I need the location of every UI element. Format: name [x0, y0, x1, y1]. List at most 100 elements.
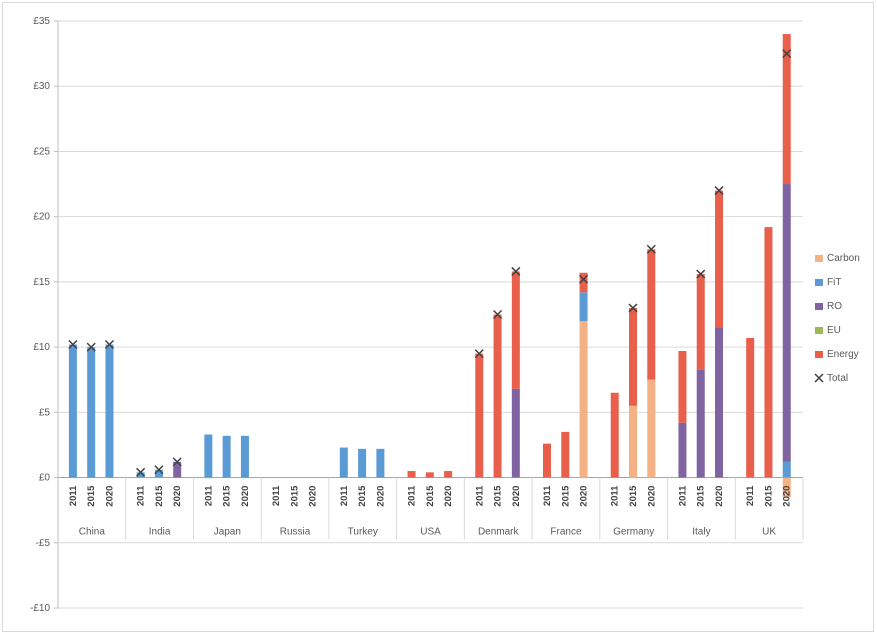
bar-segment-carbon — [629, 405, 638, 478]
bar-segment-ro — [511, 388, 520, 478]
total-marker — [493, 309, 503, 320]
y-tick-label: £0 — [39, 473, 51, 484]
total-marker — [579, 274, 589, 284]
legend-label: FiT — [827, 277, 841, 288]
bar-segment-energy — [678, 351, 687, 423]
year-tick-label: 2020 — [375, 486, 386, 507]
year-tick-label: 2011 — [339, 485, 350, 506]
year-tick-label: 2020 — [240, 486, 251, 507]
bar-segment-energy — [746, 337, 755, 478]
year-tick-label: 2020 — [646, 486, 657, 507]
bar-segment-energy — [425, 472, 434, 478]
year-tick-label: 2011 — [68, 485, 79, 506]
bar-segment-ro — [678, 422, 687, 478]
y-tick-label: -£5 — [36, 538, 51, 549]
bar-segment-energy — [444, 471, 453, 478]
y-tick-label: £15 — [33, 277, 50, 288]
total-marker — [86, 342, 96, 352]
bar-segment-fit — [240, 435, 249, 478]
y-tick-label: £30 — [33, 81, 50, 92]
total-marker — [628, 303, 638, 313]
y-tick-label: £10 — [33, 342, 50, 353]
bar-segment-energy — [764, 227, 773, 478]
bar-segment-carbon — [647, 379, 656, 478]
year-tick-label: 2011 — [677, 485, 688, 506]
total-marker — [782, 49, 792, 59]
legend-label: Energy — [827, 349, 859, 360]
legend-label: RO — [827, 301, 842, 312]
total-markers — [68, 49, 792, 477]
bars — [68, 34, 791, 498]
year-tick-label: 2020 — [443, 486, 454, 507]
bar-segment-ro — [173, 461, 182, 478]
bar-segment-carbon — [579, 321, 588, 478]
bar-segment-fit — [105, 344, 114, 478]
legend-swatch — [815, 279, 823, 286]
bar-segment-fit — [154, 469, 163, 478]
y-tick-label: £35 — [33, 16, 50, 27]
bar-segment-fit — [136, 472, 145, 478]
bar-segment-energy — [610, 392, 619, 478]
country-label: Japan — [214, 527, 241, 538]
year-tick-label: 2020 — [172, 486, 183, 507]
year-tick-label: 2011 — [407, 485, 418, 506]
legend-label: EU — [827, 325, 841, 336]
total-marker — [511, 266, 521, 276]
year-tick-label: 2015 — [696, 485, 707, 507]
year-tick-label: 2011 — [745, 485, 756, 506]
year-tick-label: 2015 — [154, 485, 165, 507]
year-tick-label: 2015 — [493, 485, 504, 507]
chart-area: -£10-£5£0£5£10£15£20£25£30£35 2011 2015 20… — [30, 16, 860, 614]
y-tick-label: £25 — [33, 146, 50, 157]
year-tick-label: 2011 — [136, 485, 147, 506]
total-marker — [154, 465, 164, 475]
bar-segment-energy — [561, 431, 570, 478]
bar-segment-energy — [542, 443, 551, 478]
total-marker — [474, 349, 484, 359]
bar-segment-energy — [493, 314, 502, 478]
year-tick-label: 2020 — [579, 486, 590, 507]
total-marker — [104, 339, 115, 350]
y-tick-label: -£10 — [30, 603, 50, 614]
bar-segment-energy — [715, 190, 724, 328]
total-marker — [172, 457, 182, 467]
bar-segment-fit — [376, 448, 385, 478]
bar-segment-fit — [782, 461, 791, 478]
country-label: USA — [420, 527, 441, 538]
legend: Carbon FiT RO EU Energy Total — [814, 253, 860, 384]
total-marker — [646, 244, 656, 254]
total-marker — [136, 467, 146, 477]
bar-segment-energy — [647, 249, 656, 380]
country-label: Italy — [692, 527, 710, 538]
y-axis-ticks: -£10 -£5 £0 £5 £10 £15 £20 £25 £30 £35 — [30, 16, 58, 614]
bar-segment-energy — [407, 471, 416, 478]
year-tick-label: 2020 — [782, 486, 793, 507]
x-axis-labels: 2011 2015 2020 China 2011 2015 2020 India 2011 20… — [57, 477, 804, 540]
bar-segment-energy — [579, 272, 588, 293]
bar-segment-energy — [629, 307, 638, 406]
total-marker — [696, 269, 706, 279]
country-label: India — [149, 527, 171, 538]
bar-segment-fit — [87, 347, 96, 478]
year-tick-label: 2015 — [628, 485, 639, 507]
legend-swatch — [815, 327, 823, 334]
legend-label: Total — [827, 373, 848, 384]
bar-segment-ro — [696, 369, 705, 478]
country-label: Russia — [280, 527, 311, 538]
bar-segment-fit — [339, 447, 348, 478]
bar-segment-energy — [782, 34, 791, 185]
y-tick-label: £5 — [39, 407, 51, 418]
legend-swatch — [815, 303, 823, 310]
country-label: France — [550, 527, 582, 538]
year-tick-label: 2020 — [511, 486, 522, 507]
bar-segment-fit — [68, 344, 77, 478]
bar-segment-fit — [358, 448, 367, 478]
legend-total-marker — [814, 373, 824, 383]
year-tick-label: 2020 — [714, 486, 725, 507]
bar-segment-fit — [204, 434, 213, 478]
bar-segment-carbon — [782, 477, 791, 498]
legend-swatch — [815, 351, 823, 358]
year-tick-label: 2011 — [203, 485, 214, 506]
country-label: UK — [762, 527, 776, 538]
